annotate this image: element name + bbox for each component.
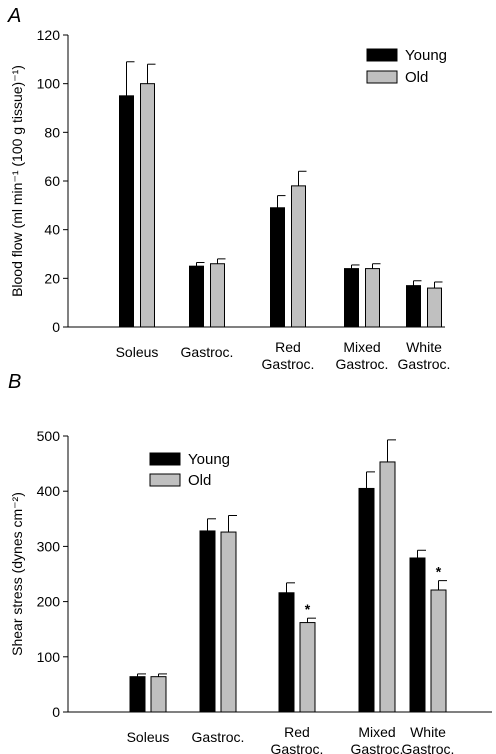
x-tick-label-line: Gastroc. (398, 356, 451, 372)
legend-swatch (149, 452, 181, 466)
y-tick-label: 0 (52, 319, 60, 335)
bar (299, 622, 316, 713)
y-tick-label: 80 (44, 124, 60, 140)
x-tick-label-line: Soleus (127, 729, 170, 745)
x-tick-label: Mixed Gastroc. (351, 724, 404, 754)
y-tick-label: 60 (44, 173, 60, 189)
legend-label: Young (405, 47, 447, 64)
x-tick-label: White Gastroc. (398, 339, 451, 372)
y-tick-label: 200 (37, 594, 61, 610)
bar (278, 592, 295, 713)
legend-label: Old (405, 69, 428, 86)
significance-marker: * (436, 564, 442, 580)
bar (140, 83, 155, 328)
bar (409, 557, 426, 713)
chart-panel-b: B 0 100 200 300 400 500 Shear stress (dynes cm⁻… (8, 371, 492, 754)
x-tick-label: Gastroc. (181, 344, 234, 360)
bar (427, 287, 442, 328)
x-tick-label-line: White (406, 339, 442, 355)
x-tick-label-line: Gastroc. (181, 344, 234, 360)
x-tick-label: Red Gastroc. (271, 724, 324, 754)
x-tick-label: Red Gastroc. (262, 339, 315, 372)
y-tick-label: 100 (37, 76, 61, 92)
bar (365, 268, 380, 328)
legend-swatch (149, 473, 181, 487)
bar (406, 285, 421, 328)
significance-marker: * (305, 601, 311, 617)
y-tick-label: 300 (37, 538, 61, 554)
x-tick-label-line: Gastroc. (271, 741, 324, 754)
x-tick-label-line: Gastroc. (336, 356, 389, 372)
x-tick-label-line: Red (284, 724, 310, 740)
bar (291, 185, 306, 328)
x-tick-label: Gastroc. (192, 729, 245, 745)
bar (358, 487, 375, 713)
x-tick-label-line: Gastroc. (262, 356, 315, 372)
x-tick-label-line: Gastroc. (402, 741, 455, 754)
bar (189, 265, 204, 328)
y-axis-label: Shear stress (dynes cm⁻²) (9, 492, 25, 656)
y-tick-label: 40 (44, 222, 60, 238)
x-tick-label-line: Soleus (116, 344, 159, 360)
bar (270, 207, 285, 328)
x-tick-label-line: Mixed (343, 339, 380, 355)
legend-swatch (366, 48, 398, 62)
bar (220, 531, 237, 713)
x-tick-label: Soleus (116, 344, 159, 360)
bar (430, 589, 447, 713)
y-tick-label: 0 (52, 704, 60, 720)
x-tick-label-line: White (410, 724, 446, 740)
bar (129, 676, 146, 713)
x-tick-label: Mixed Gastroc. (336, 339, 389, 372)
chart-panel-a: A 0 20 40 60 80 100 120 Blood flow (ml min⁻¹ (10… (7, 5, 450, 372)
y-tick-label: 120 (37, 27, 61, 43)
bar (199, 530, 216, 713)
bar (150, 676, 167, 713)
y-axis-label: Blood flow (ml min⁻¹ (100 g tissue)⁻¹) (9, 65, 25, 297)
y-tick-label: 20 (44, 270, 60, 286)
x-tick-label-line: Gastroc. (192, 729, 245, 745)
y-tick-label: 500 (37, 428, 61, 444)
y-tick-label: 100 (37, 649, 61, 665)
x-tick-label: Soleus (127, 729, 170, 745)
x-tick-label-line: Red (275, 339, 301, 355)
bar (210, 263, 225, 328)
bar (119, 95, 134, 328)
x-tick-label-line: Mixed (358, 724, 395, 740)
y-tick-label: 400 (37, 483, 61, 499)
legend-swatch (366, 70, 398, 84)
panel-label: A (7, 5, 21, 27)
bar (379, 461, 396, 713)
x-tick-label: White Gastroc. (402, 724, 455, 754)
legend-label: Young (188, 451, 230, 468)
legend-label: Old (188, 472, 211, 489)
bar (344, 268, 359, 328)
x-tick-label-line: Gastroc. (351, 741, 404, 754)
panel-label: B (8, 371, 21, 393)
